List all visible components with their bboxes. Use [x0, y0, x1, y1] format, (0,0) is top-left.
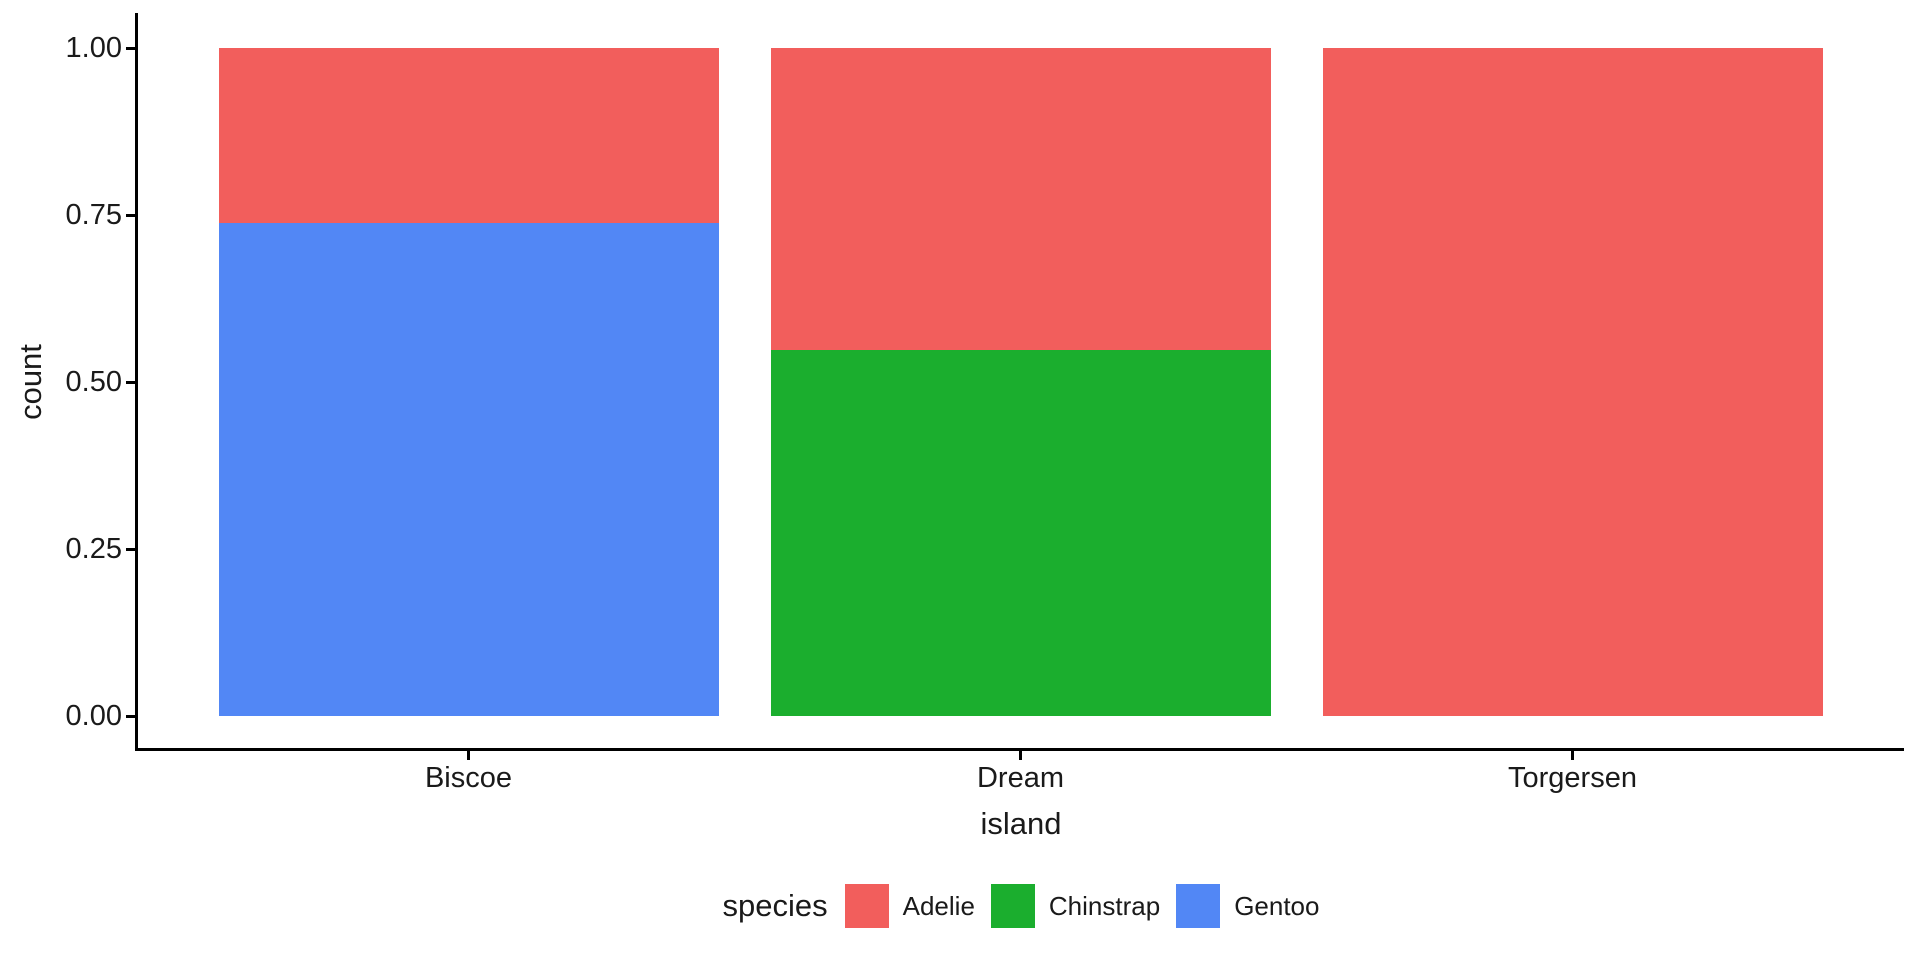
legend-swatch-chinstrap [990, 884, 1035, 928]
bar-segment-dream-chinstrap [771, 350, 1271, 716]
bar-segment-biscoe-gentoo [219, 223, 719, 716]
legend-items: Adelie Chinstrap Gentoo [844, 884, 1319, 928]
legend-item-gentoo: Gentoo [1176, 884, 1319, 928]
y-tick-mark [126, 547, 135, 551]
legend-title: species [722, 888, 828, 923]
x-axis-title: island [980, 806, 1062, 841]
y-tick-label: 0.25 [65, 533, 122, 565]
x-tick-label-biscoe: Biscoe [424, 762, 513, 794]
y-tick-label: 1.00 [65, 32, 122, 64]
x-tick-mark [1571, 751, 1574, 760]
legend: species Adelie Chinstrap Gentoo [61, 882, 1920, 930]
x-tick-mark [467, 751, 470, 760]
legend-label-gentoo: Gentoo [1234, 890, 1320, 921]
legend-item-chinstrap: Chinstrap [990, 884, 1161, 928]
y-tick-mark [126, 714, 135, 718]
legend-label-chinstrap: Chinstrap [1048, 890, 1161, 921]
x-tick-label-torgersen: Torgersen [1508, 762, 1637, 794]
y-tick-mark [126, 213, 135, 217]
x-tick-label-dream: Dream [976, 762, 1064, 794]
y-tick-label: 0.50 [65, 366, 122, 398]
bar-segment-torgersen-adelie [1323, 48, 1823, 716]
legend-swatch-gentoo [1176, 884, 1221, 928]
y-tick-mark [126, 380, 135, 384]
x-tick-mark [1019, 751, 1022, 760]
y-tick-label: 0.00 [65, 700, 122, 732]
legend-label-adelie: Adelie [902, 890, 975, 921]
y-tick-label: 0.75 [65, 199, 122, 231]
legend-item-adelie: Adelie [844, 884, 975, 928]
bar-segment-biscoe-adelie [219, 48, 719, 223]
legend-swatch-adelie [844, 884, 889, 928]
bar-segment-dream-adelie [771, 48, 1271, 350]
y-axis-line [135, 13, 138, 751]
y-tick-mark [126, 46, 135, 50]
x-axis-line [135, 748, 1904, 751]
